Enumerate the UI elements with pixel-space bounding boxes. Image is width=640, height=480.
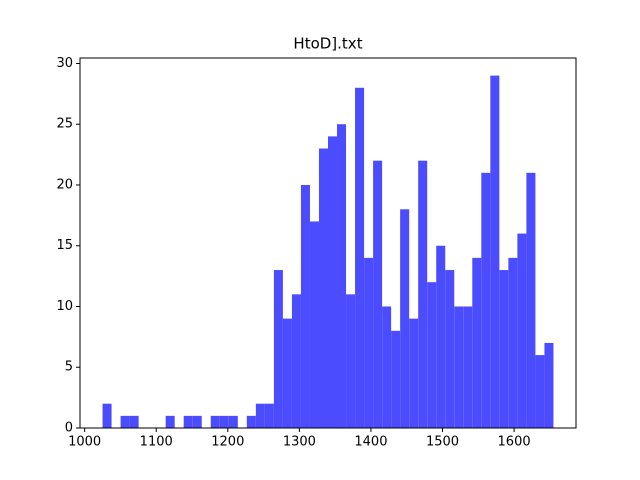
y-tick-label: 10 (56, 299, 73, 314)
bar (264, 403, 274, 428)
bar (364, 257, 374, 428)
bar (129, 415, 139, 428)
bar (328, 136, 338, 428)
x-tick-label: 1100 (140, 435, 173, 450)
x-tick-label: 1500 (426, 435, 459, 450)
y-tick-label: 5 (65, 360, 73, 375)
bar (355, 87, 365, 429)
x-tick-label: 1600 (498, 435, 531, 450)
y-tick-label: 25 (56, 117, 73, 132)
y-tick-label: 30 (56, 56, 73, 71)
x-tick-label: 1300 (283, 435, 316, 450)
bar (183, 415, 193, 428)
bar (346, 294, 356, 428)
bar (255, 403, 265, 428)
bar (418, 160, 428, 428)
bar (517, 233, 527, 428)
bar (318, 148, 328, 428)
bar (508, 257, 518, 428)
bar (490, 75, 500, 428)
bar (337, 124, 347, 428)
bar (300, 184, 310, 428)
bar (165, 415, 175, 428)
bar (463, 306, 473, 428)
bar (291, 294, 301, 428)
bar (228, 415, 238, 428)
bar (120, 415, 130, 428)
axes-frame (79, 57, 577, 429)
bar (246, 415, 256, 428)
bar (481, 172, 491, 428)
bar (282, 318, 292, 428)
bar (535, 355, 545, 428)
bar (436, 245, 446, 428)
bar (544, 342, 554, 428)
bar (400, 209, 410, 428)
x-tick-label: 1000 (68, 435, 101, 450)
y-tick-label: 20 (56, 177, 73, 192)
bar (373, 160, 383, 428)
x-tick-label: 1200 (211, 435, 244, 450)
y-tick-label: 15 (56, 238, 73, 253)
bar (445, 270, 455, 428)
bar (391, 330, 401, 428)
chart-title: HtoD].txt (293, 35, 362, 53)
y-tick-label: 0 (65, 421, 73, 436)
bar (382, 306, 392, 428)
bar (102, 403, 112, 428)
bar (409, 318, 419, 428)
bar (192, 415, 202, 428)
bar (427, 282, 437, 428)
bar (219, 415, 229, 428)
bar (454, 306, 464, 428)
bar (309, 221, 319, 428)
bar (210, 415, 220, 428)
bar (526, 172, 536, 428)
bar (273, 270, 283, 428)
bar (472, 257, 482, 428)
x-tick-label: 1400 (354, 435, 387, 450)
bar (499, 270, 509, 428)
